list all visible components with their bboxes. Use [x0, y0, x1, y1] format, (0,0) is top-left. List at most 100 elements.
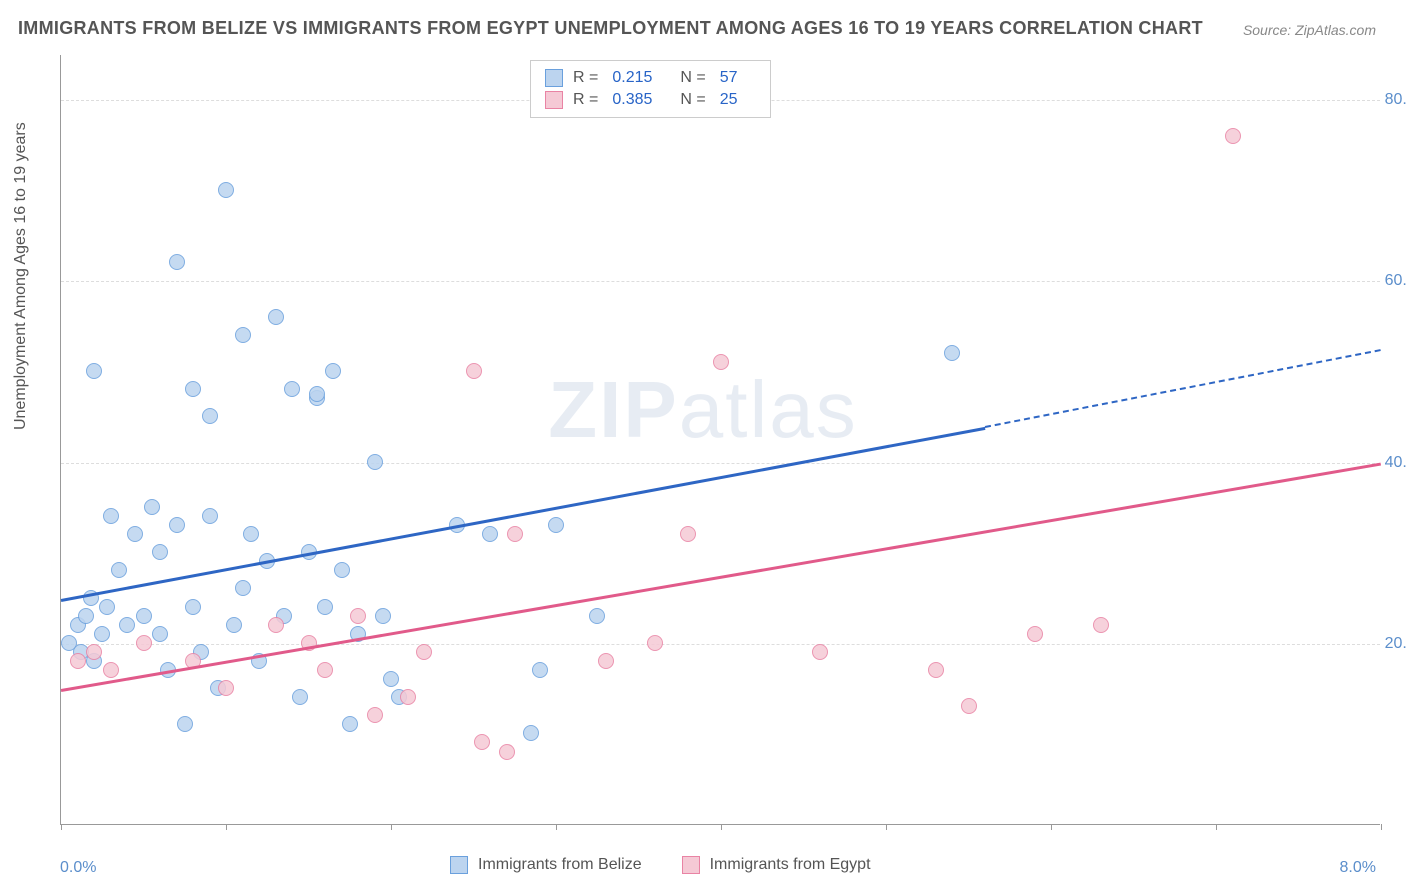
x-tick	[886, 824, 887, 830]
data-point	[523, 725, 539, 741]
data-point	[235, 580, 251, 596]
data-point	[136, 608, 152, 624]
n-value: 57	[720, 69, 738, 87]
data-point	[202, 408, 218, 424]
data-point	[375, 608, 391, 624]
data-point	[103, 662, 119, 678]
data-point	[103, 508, 119, 524]
data-point	[944, 345, 960, 361]
y-tick-label: 20.0%	[1385, 635, 1406, 653]
legend-item-label: Immigrants from Belize	[478, 856, 642, 874]
swatch-icon	[682, 856, 700, 874]
data-point	[532, 662, 548, 678]
y-tick-label: 40.0%	[1385, 454, 1406, 472]
data-point	[317, 599, 333, 615]
x-tick	[61, 824, 62, 830]
data-point	[86, 363, 102, 379]
data-point	[499, 744, 515, 760]
data-point	[680, 526, 696, 542]
x-tick	[1051, 824, 1052, 830]
data-point	[400, 689, 416, 705]
x-tick	[1381, 824, 1382, 830]
data-point	[309, 386, 325, 402]
y-axis-label: Unemployment Among Ages 16 to 19 years	[12, 122, 30, 430]
x-tick	[391, 824, 392, 830]
n-value: 25	[720, 91, 738, 109]
data-point	[589, 608, 605, 624]
data-point	[482, 526, 498, 542]
legend-series: Immigrants from Belize Immigrants from E…	[450, 856, 871, 874]
data-point	[1225, 128, 1241, 144]
data-point	[342, 716, 358, 732]
y-tick-label: 80.0%	[1385, 91, 1406, 109]
data-point	[243, 526, 259, 542]
data-point	[961, 698, 977, 714]
data-point	[928, 662, 944, 678]
data-point	[598, 653, 614, 669]
data-point	[185, 599, 201, 615]
data-point	[416, 644, 432, 660]
data-point	[152, 544, 168, 560]
x-axis-max-label: 8.0%	[1340, 859, 1376, 877]
r-value: 0.385	[612, 91, 652, 109]
r-label: R =	[573, 91, 598, 109]
data-point	[284, 381, 300, 397]
source-label: Source: ZipAtlas.com	[1243, 22, 1376, 38]
data-point	[507, 526, 523, 542]
data-point	[466, 363, 482, 379]
data-point	[169, 254, 185, 270]
swatch-icon	[545, 91, 563, 109]
data-point	[1093, 617, 1109, 633]
data-point	[218, 680, 234, 696]
chart-title: IMMIGRANTS FROM BELIZE VS IMMIGRANTS FRO…	[18, 18, 1203, 39]
trend-line	[61, 426, 985, 601]
data-point	[268, 617, 284, 633]
x-tick	[721, 824, 722, 830]
data-point	[169, 517, 185, 533]
legend-stats: R = 0.215 N = 57 R = 0.385 N = 25	[530, 60, 771, 118]
data-point	[350, 608, 366, 624]
data-point	[268, 309, 284, 325]
x-tick	[556, 824, 557, 830]
data-point	[367, 707, 383, 723]
data-point	[177, 716, 193, 732]
data-point	[334, 562, 350, 578]
swatch-icon	[545, 69, 563, 87]
gridline	[61, 463, 1380, 464]
data-point	[367, 454, 383, 470]
data-point	[1027, 626, 1043, 642]
plot-area: 20.0%40.0%60.0%80.0%	[60, 55, 1380, 825]
n-label: N =	[680, 69, 705, 87]
data-point	[86, 644, 102, 660]
data-point	[202, 508, 218, 524]
data-point	[119, 617, 135, 633]
r-label: R =	[573, 69, 598, 87]
x-axis-min-label: 0.0%	[60, 859, 96, 877]
n-label: N =	[680, 91, 705, 109]
legend-item-label: Immigrants from Egypt	[710, 856, 871, 874]
data-point	[713, 354, 729, 370]
data-point	[647, 635, 663, 651]
data-point	[474, 734, 490, 750]
data-point	[226, 617, 242, 633]
legend-stats-row: R = 0.215 N = 57	[545, 67, 756, 89]
data-point	[383, 671, 399, 687]
data-point	[152, 626, 168, 642]
data-point	[325, 363, 341, 379]
legend-stats-row: R = 0.385 N = 25	[545, 89, 756, 111]
legend-item: Immigrants from Belize	[450, 856, 642, 874]
data-point	[70, 653, 86, 669]
trend-line-extrapolated	[985, 349, 1381, 428]
data-point	[218, 182, 234, 198]
data-point	[235, 327, 251, 343]
data-point	[317, 662, 333, 678]
data-point	[292, 689, 308, 705]
data-point	[99, 599, 115, 615]
data-point	[812, 644, 828, 660]
gridline	[61, 281, 1380, 282]
r-value: 0.215	[612, 69, 652, 87]
data-point	[94, 626, 110, 642]
x-tick	[226, 824, 227, 830]
data-point	[111, 562, 127, 578]
trend-line	[61, 463, 1381, 692]
